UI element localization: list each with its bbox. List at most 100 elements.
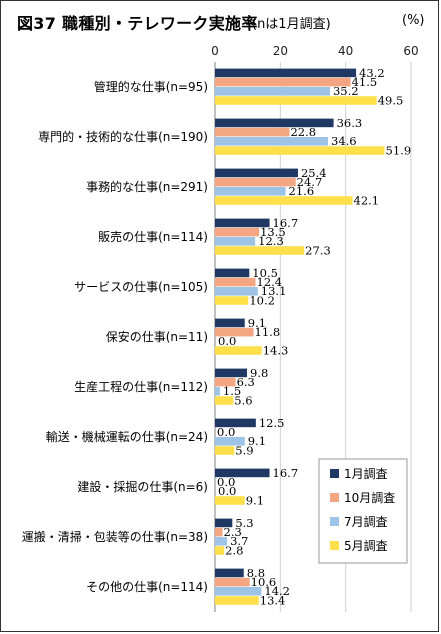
data-label: 10.2 [249, 293, 275, 307]
category-label: 販売の仕事(n=114) [98, 229, 208, 244]
category-label: 保安の仕事(n=11) [106, 329, 208, 344]
bar [215, 537, 228, 546]
data-label: 10.5 [252, 266, 278, 280]
bar [215, 496, 245, 505]
bar [215, 387, 220, 396]
category-labels: 管理的な仕事(n=95) 専門的・技術的な仕事(n=190) 事務的な仕事(n=29… [22, 79, 208, 594]
data-label: 0.0 [217, 425, 235, 439]
data-label: 0.0 [218, 484, 236, 498]
data-label: 42.1 [354, 193, 380, 207]
bar [215, 437, 245, 446]
data-label: 14.2 [264, 584, 290, 598]
bar [215, 296, 249, 305]
unit-label: (%) [402, 13, 425, 28]
x-tick-label: 40 [338, 44, 353, 58]
bar [215, 318, 245, 328]
data-label: 16.7 [273, 216, 299, 230]
bar [215, 568, 244, 578]
data-label: 9.1 [248, 434, 266, 448]
data-label: 36.3 [337, 116, 363, 130]
data-label: 6.3 [237, 375, 255, 389]
data-label: 10.6 [251, 575, 277, 589]
legend-label: 5月調査 [344, 539, 388, 553]
chart-title: 図37 職種別・テレワーク実施率 [17, 14, 258, 33]
bar [215, 227, 260, 237]
data-label: 5.3 [235, 516, 253, 530]
legend-swatch [330, 517, 339, 526]
x-tick-label: 60 [403, 44, 418, 58]
legend-label: 10月調査 [344, 491, 395, 505]
data-label: 25.4 [301, 166, 327, 180]
bar [215, 177, 296, 187]
bar [215, 377, 236, 387]
bar [215, 546, 225, 555]
data-label: 27.3 [305, 243, 331, 257]
data-label: 14.3 [263, 343, 289, 357]
bar [215, 137, 329, 146]
data-label: 1.5 [223, 384, 241, 398]
data-label: 2.3 [224, 525, 242, 539]
data-label: 49.5 [378, 93, 404, 107]
bar [215, 187, 286, 196]
data-label: 13.4 [260, 593, 286, 607]
legend-label: 1月調査 [344, 467, 388, 481]
chart-note: (nは1月調査) [252, 17, 331, 32]
bar [215, 596, 259, 605]
category-label: 事務的な仕事(n=291) [86, 179, 208, 194]
legend-swatch [330, 493, 339, 502]
x-tick-label: 0 [211, 44, 219, 58]
data-label: 5.6 [234, 393, 252, 407]
bar [215, 587, 262, 596]
data-label: 43.2 [359, 66, 385, 80]
data-label: 13.1 [261, 284, 287, 298]
chart-header: 図37 職種別・テレワーク実施率 (nは1月調査) (%) [0, 0, 441, 46]
bar [215, 268, 250, 278]
bar [215, 127, 290, 137]
bar [215, 196, 353, 205]
value-labels: 43.241.535.2 49.5 36.3 22.8 34.6 51.9 25.424.7… [217, 66, 411, 608]
bar [215, 446, 235, 455]
data-label: 3.7 [230, 534, 248, 548]
category-label: 運搬・清掃・包装等の仕事(n=38) [22, 529, 208, 544]
category-label: サービスの仕事(n=105) [74, 280, 208, 294]
data-label: 0.0 [217, 475, 235, 489]
bar [215, 327, 254, 337]
bar [215, 96, 377, 105]
bar [215, 396, 234, 405]
data-label: 24.7 [297, 175, 323, 189]
bar [215, 418, 256, 428]
bars [215, 68, 385, 605]
category-label: 管理的な仕事(n=95) [94, 79, 208, 94]
bar [215, 527, 223, 537]
bar [215, 218, 270, 228]
legend-swatch [330, 469, 339, 478]
data-label: 34.6 [331, 134, 357, 148]
category-label: 輸送・機械運転の仕事(n=24) [46, 429, 208, 444]
category-label: 建設・採掘の仕事(n=6) [77, 479, 208, 494]
legend-label: 7月調査 [344, 515, 388, 529]
bar [215, 246, 305, 255]
data-label: 41.5 [352, 75, 378, 89]
bar [215, 168, 298, 178]
data-label: 9.1 [246, 493, 264, 507]
data-label: 12.3 [258, 234, 284, 248]
data-label: 9.1 [248, 316, 266, 330]
category-label: その他の仕事(n=114) [86, 580, 208, 594]
data-label: 21.6 [289, 184, 315, 198]
legend-swatch [330, 541, 339, 550]
data-label: 35.2 [333, 84, 359, 98]
bar [215, 77, 351, 87]
data-label: 22.8 [290, 125, 316, 139]
bar [215, 468, 270, 478]
category-label: 生産工程の仕事(n=112) [74, 379, 208, 394]
bar [215, 237, 256, 246]
x-tick-label: 20 [273, 44, 288, 58]
legend: 1月調査 10月調査 7月調査 5月調査 [318, 458, 408, 564]
data-label: 0.0 [218, 334, 236, 348]
bar [215, 368, 248, 378]
bar [215, 87, 330, 96]
data-label: 5.9 [235, 443, 253, 457]
data-label: 13.5 [260, 225, 286, 239]
